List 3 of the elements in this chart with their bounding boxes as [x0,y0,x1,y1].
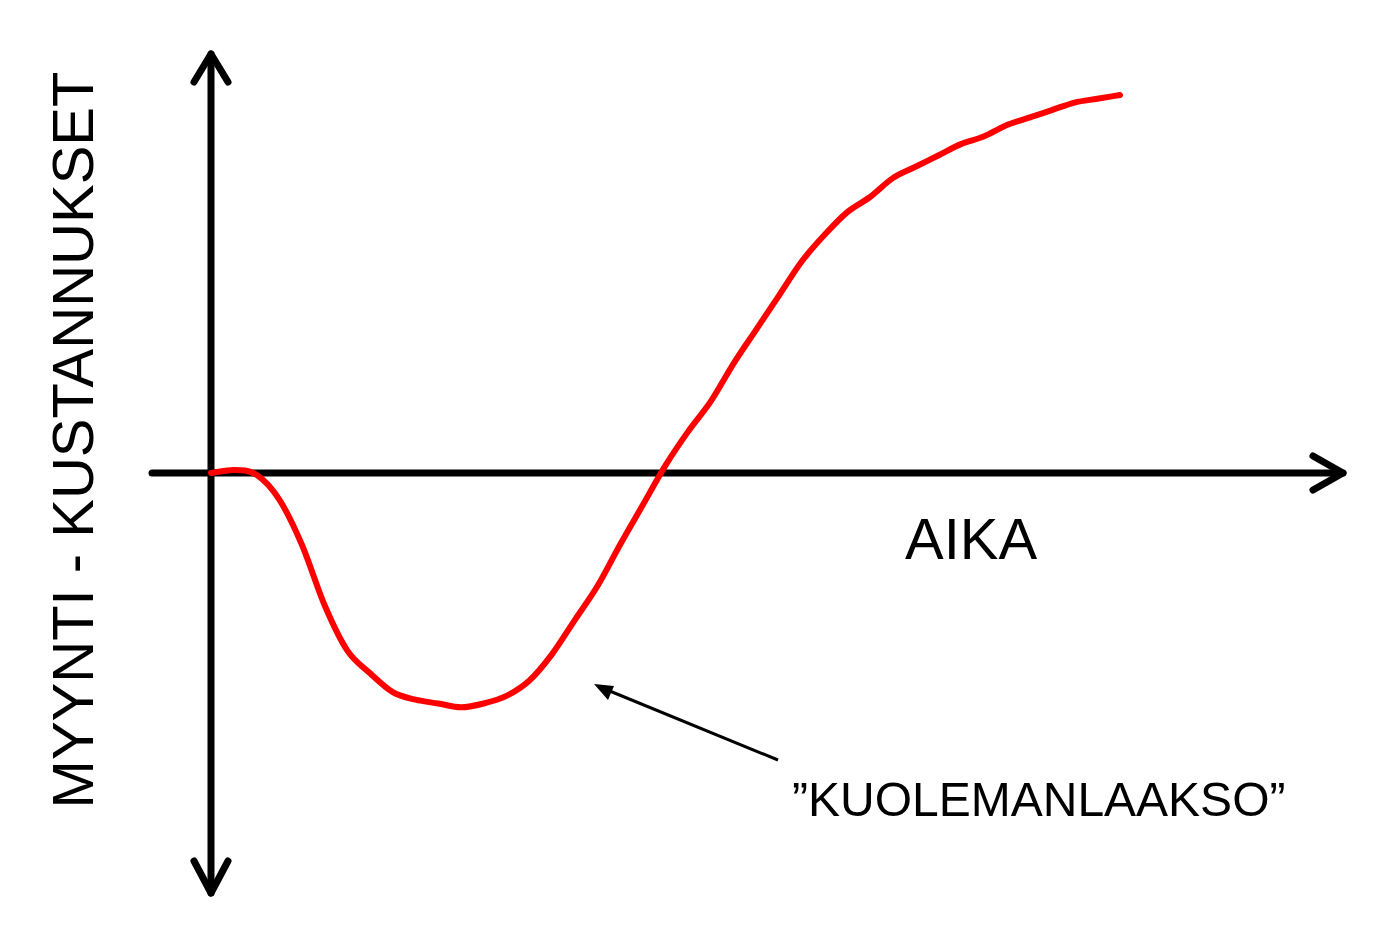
x-axis-title: AIKA [905,505,1038,572]
y-axis-title: MYYNTI - KUSTANNUKSET [38,71,106,809]
text: ”KUOLEMANLAAKSO” [792,772,1286,827]
